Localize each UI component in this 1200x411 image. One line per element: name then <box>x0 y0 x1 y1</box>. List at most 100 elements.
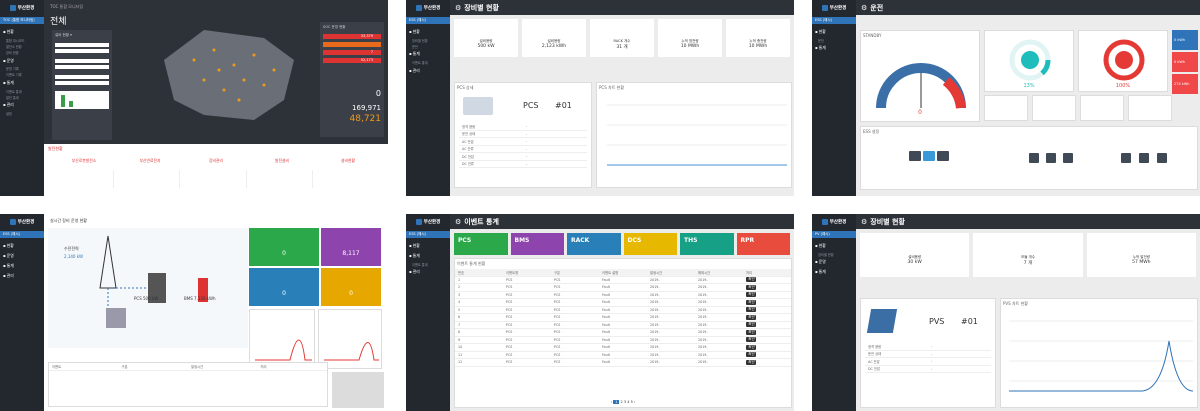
screen-equipment-pcs: 부산환경 ESS (예시) ▪ 현황 장비별 현황 운전 ▪ 통계 이벤트 통계… <box>406 0 794 196</box>
soc-card: 13% <box>984 30 1074 92</box>
menu-group[interactable]: ▪ 현황 <box>3 29 14 34</box>
gear-icon: ⚙ <box>455 217 462 226</box>
menu-group[interactable]: ▪ 현황 <box>815 29 826 34</box>
mode-button[interactable] <box>937 151 949 161</box>
site-selector[interactable]: ESS (예시) <box>406 231 450 238</box>
menu-group[interactable]: ▪ 통계 <box>815 45 826 51</box>
mode-button[interactable] <box>909 151 921 161</box>
menu-item[interactable]: 운영 기록 <box>6 67 19 72</box>
pcs-value: PCS 500 kW <box>134 296 159 301</box>
mode-button[interactable] <box>923 151 935 161</box>
menu-group[interactable]: ▪ 통계 <box>3 79 14 85</box>
pvs-line-chart <box>1009 320 1194 392</box>
pcs-chart-card: PCS 차트 현황 <box>596 82 792 188</box>
control-button[interactable] <box>1157 153 1167 163</box>
site-selector[interactable]: ESS (예시) <box>812 17 856 24</box>
menu-group[interactable]: ▪ 통계 <box>409 253 420 258</box>
site-tab[interactable]: 설비현황 <box>341 158 355 163</box>
menu-item[interactable]: 발전 통계 <box>6 95 19 100</box>
site-selector[interactable]: ESS (예시) <box>0 231 44 238</box>
menu-group[interactable]: ▪ 현황 <box>409 29 420 34</box>
menu-group[interactable]: ▪ 운영 <box>815 259 826 265</box>
menu-item[interactable]: 운전 <box>818 38 824 43</box>
menu-item[interactable]: 설정 <box>6 111 12 116</box>
mini-chart <box>249 309 315 369</box>
page-title: 운전 <box>870 3 884 12</box>
sidebar: 부산환경 ESS (예시) ▪ 현황 ▪ 통계 이벤트 통계 ▪ 관리 <box>406 214 450 411</box>
summary-tiles: 설비용량 500 kW 설비용량 2,123 kWh RACK 개수 31 개 누적 … <box>450 15 794 61</box>
menu-group[interactable]: ▪ 통계 <box>409 51 420 57</box>
app-logo: 부산환경 <box>0 214 44 230</box>
gear-icon: ⚙ <box>861 217 868 226</box>
power-gauge <box>876 63 966 109</box>
menu-group[interactable]: ▪ 현황 <box>815 243 826 248</box>
system-diagram: 수전전력 2,140 kW <box>48 228 248 348</box>
screen-realtime: 부산환경 ESS (예시) ▪ 현황 ▪ 운영 ▪ 통계 ▪ 관리 실시간 장비… <box>0 214 388 411</box>
korea-map[interactable] <box>144 20 304 130</box>
menu-group[interactable]: ▪ 현황 <box>3 243 14 248</box>
menu-item[interactable]: 장비별 현황 <box>818 252 834 257</box>
page-title: 장비별 현황 <box>870 217 905 226</box>
menu-group[interactable]: ▪ 통계 <box>3 263 14 268</box>
menu-group[interactable]: ▪ 관리 <box>409 269 420 275</box>
page-title: 이벤트 통계 <box>464 217 499 226</box>
pcs-image <box>463 97 493 115</box>
main-area: ⚙ 장비별 현황 설비용량 500 kW 설비용량 2,123 kWh RACK 개수… <box>450 0 794 196</box>
stats-head: SOC 운영 현황 <box>323 25 346 29</box>
pvs-chart-card: PVS 차트 현황 <box>1000 298 1198 408</box>
site-tab[interactable]: 발전설비 <box>275 158 289 163</box>
menu-group[interactable]: ▪ 현황 <box>409 243 420 248</box>
menu-item[interactable]: 발전소 현황 <box>6 44 22 49</box>
app-logo: 부산환경 <box>406 0 450 16</box>
sidebar: 부산환경 ESS (예시) ▪ 현황 장비별 현황 운전 ▪ 통계 이벤트 통계… <box>406 0 450 196</box>
alarm-panel <box>332 372 384 408</box>
screen-equipment-pvs: 부산환경 PV (예시) ▪ 현황 장비별 현황 ▪ 운영 ▪ 통계 ⚙ 장비별 … <box>812 214 1200 411</box>
charge-button[interactable] <box>1029 153 1039 163</box>
menu-item[interactable]: 장비별 현황 <box>412 38 428 43</box>
menu-item[interactable]: 이벤트 통계 <box>6 89 22 94</box>
pagination[interactable]: ‹ 1 2 3 4 5 › <box>610 400 636 404</box>
event-table: 이벤트 구분 발생시간 처리 <box>48 362 328 407</box>
menu-group[interactable]: ▪ 운영 <box>3 253 14 258</box>
menu-item[interactable]: 이벤트 통계 <box>412 262 428 267</box>
site-selector[interactable]: ESS (예시) <box>406 17 450 24</box>
site-tab[interactable]: 부산연료전지 <box>139 158 161 163</box>
screen-operation: 부산환경 ESS (예시) ▪ 현황 운전 ▪ 통계 ⚙ 운전 STANDBY 0… <box>812 0 1200 196</box>
page-title: 장비별 현황 <box>464 3 499 12</box>
menu-item[interactable]: 장비 현황 <box>6 50 19 55</box>
menu-group[interactable]: ▪ 관리 <box>3 273 14 278</box>
menu-group[interactable]: ▪ 통계 <box>815 269 826 275</box>
site-tab[interactable]: 장비관리 <box>209 158 223 163</box>
charge-button[interactable] <box>1063 153 1073 163</box>
control-button[interactable] <box>1139 153 1149 163</box>
control-button[interactable] <box>1121 153 1131 163</box>
event-table: 이벤트 통계 현황 번호 이벤트명 구분 이벤트 설명 발생시간 해제시간 처리 1 PCS P… <box>454 258 792 408</box>
stats-card: SOC 운영 현황 33,379 7 52,173 0 169,971 48,7… <box>320 22 384 137</box>
ess-settings: ESS 설정 <box>860 126 1198 190</box>
menu-group[interactable]: ▪ 관리 <box>3 102 14 108</box>
main-area: 실시간 장비 운영 현황 수전전력 2,140 kW PCS 500 kW BM… <box>44 214 388 411</box>
sidebar: 부산환경 ESS (예시) ▪ 현황 ▪ 운영 ▪ 통계 ▪ 관리 <box>0 214 44 411</box>
main-area: ⚙ 장비별 현황 설비용량 30 kW 모듈 개수 7 개 누적 발전량 57 MWh … <box>856 214 1200 411</box>
site-tab[interactable]: 부산로봇발전소 <box>71 158 97 163</box>
page-title: 실시간 장비 운영 현황 <box>50 218 87 223</box>
rack-value: BMS 7,133 kWh <box>184 296 216 301</box>
info-card: 설비 현황 ▾ <box>52 30 112 140</box>
menu-item[interactable]: 이벤트 기록 <box>6 73 22 78</box>
gear-icon: ⚙ <box>455 3 462 12</box>
site-selector[interactable]: TOC (통합 모니터링) <box>0 17 44 24</box>
menu-group[interactable]: ▪ 관리 <box>409 67 420 73</box>
menu-group[interactable]: ▪ 운영 <box>3 57 14 63</box>
menu-item[interactable]: 통합 대시보드 <box>6 38 25 43</box>
app-logo: 부산환경 <box>812 0 856 16</box>
charge-button[interactable] <box>1046 153 1056 163</box>
site-selector[interactable]: PV (예시) <box>812 231 856 238</box>
main-area: ⚙ 운전 STANDBY 0 13% 100% 0 kWh 0 kWh 274 k… <box>856 0 1200 196</box>
svg-text:2,140 kW: 2,140 kW <box>64 254 83 259</box>
main-area: ⚙ 이벤트 통계 PCS BMS RACK DCS THS RPR 이벤트 통계 … <box>450 214 794 411</box>
app-logo: 부산환경 <box>406 214 450 230</box>
soh-card: 100% <box>1078 30 1168 92</box>
menu-item[interactable]: 이벤트 통계 <box>412 60 428 65</box>
menu-item[interactable]: 운전 <box>412 44 418 49</box>
app-logo: 부산환경 <box>0 0 44 16</box>
